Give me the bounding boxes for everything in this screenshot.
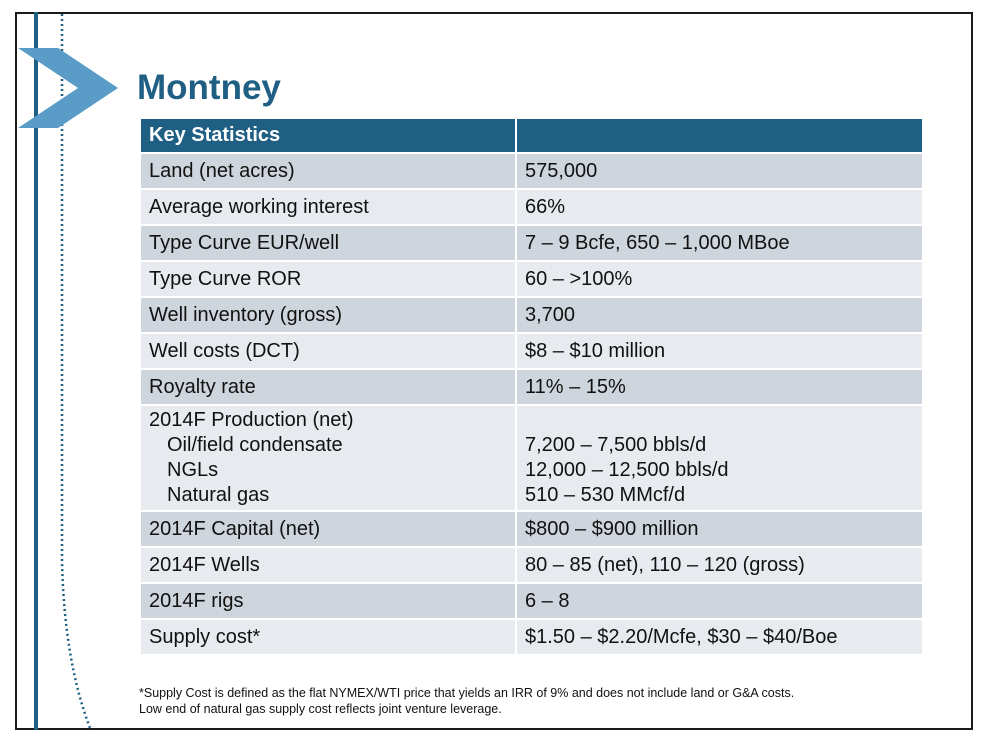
- row-label: Supply cost*: [139, 618, 517, 656]
- row-label: 2014F rigs: [139, 582, 517, 620]
- row-value: 3,700: [515, 296, 924, 334]
- row-label: Land (net acres): [139, 152, 517, 190]
- row-value: 80 – 85 (net), 110 – 120 (gross): [515, 546, 924, 584]
- row-label: Type Curve ROR: [139, 260, 517, 298]
- decorative-chevron-graphic: [18, 12, 118, 730]
- table-row: Well costs (DCT) $8 – $10 million: [139, 332, 924, 370]
- table-row: Land (net acres) 575,000: [139, 152, 924, 190]
- row-value: 6 – 8: [515, 582, 924, 620]
- footnote-line: Low end of natural gas supply cost refle…: [139, 702, 502, 716]
- footnote-line: *Supply Cost is defined as the flat NYME…: [139, 686, 795, 700]
- table-row: Supply cost* $1.50 – $2.20/Mcfe, $30 – $…: [139, 618, 924, 656]
- row-label: 2014F Wells: [139, 546, 517, 584]
- production-item-label: Oil/field condensate: [167, 434, 343, 456]
- row-value: 66%: [515, 188, 924, 226]
- row-value: 60 – >100%: [515, 260, 924, 298]
- production-item-value: 12,000 – 12,500 bbls/d: [525, 459, 729, 481]
- table-row-production: 2014F Production (net) Oil/field condens…: [139, 404, 924, 512]
- table-row: Type Curve ROR 60 – >100%: [139, 260, 924, 298]
- row-value: $800 – $900 million: [515, 510, 924, 548]
- table-row: Average working interest 66%: [139, 188, 924, 226]
- row-value: $1.50 – $2.20/Mcfe, $30 – $40/Boe: [515, 618, 924, 656]
- production-item-label: Natural gas: [167, 484, 270, 506]
- production-values: 7,200 – 7,500 bbls/d 12,000 – 12,500 bbl…: [515, 404, 924, 512]
- production-item-value: 7,200 – 7,500 bbls/d: [525, 434, 707, 456]
- footnote: *Supply Cost is defined as the flat NYME…: [139, 685, 939, 717]
- row-label: 2014F Capital (net): [139, 510, 517, 548]
- row-value: 575,000: [515, 152, 924, 190]
- row-label: Well costs (DCT): [139, 332, 517, 370]
- row-value: $8 – $10 million: [515, 332, 924, 370]
- table-row: Type Curve EUR/well 7 – 9 Bcfe, 650 – 1,…: [139, 224, 924, 262]
- row-value: 7 – 9 Bcfe, 650 – 1,000 MBoe: [515, 224, 924, 262]
- row-value: 11% – 15%: [515, 368, 924, 406]
- row-label: Average working interest: [139, 188, 517, 226]
- table-header-value: [515, 117, 924, 154]
- row-label: Type Curve EUR/well: [139, 224, 517, 262]
- production-labels: 2014F Production (net) Oil/field condens…: [139, 404, 517, 512]
- table-row: 2014F Wells 80 – 85 (net), 110 – 120 (gr…: [139, 546, 924, 584]
- table-header-key-statistics: Key Statistics: [139, 117, 517, 154]
- table-row: 2014F rigs 6 – 8: [139, 582, 924, 620]
- production-item-value: 510 – 530 MMcf/d: [525, 484, 686, 506]
- row-label: Well inventory (gross): [139, 296, 517, 334]
- page-title: Montney: [137, 68, 281, 107]
- table-header-row: Key Statistics: [139, 117, 924, 154]
- chevron-icon: [18, 48, 118, 128]
- table-row: Well inventory (gross) 3,700: [139, 296, 924, 334]
- row-label: Royalty rate: [139, 368, 517, 406]
- production-item-label: NGLs: [167, 459, 219, 481]
- table-row: Royalty rate 11% – 15%: [139, 368, 924, 406]
- table-row: 2014F Capital (net) $800 – $900 million: [139, 510, 924, 548]
- key-statistics-table: Key Statistics Land (net acres) 575,000 …: [139, 117, 924, 656]
- production-heading: 2014F Production (net): [149, 409, 354, 431]
